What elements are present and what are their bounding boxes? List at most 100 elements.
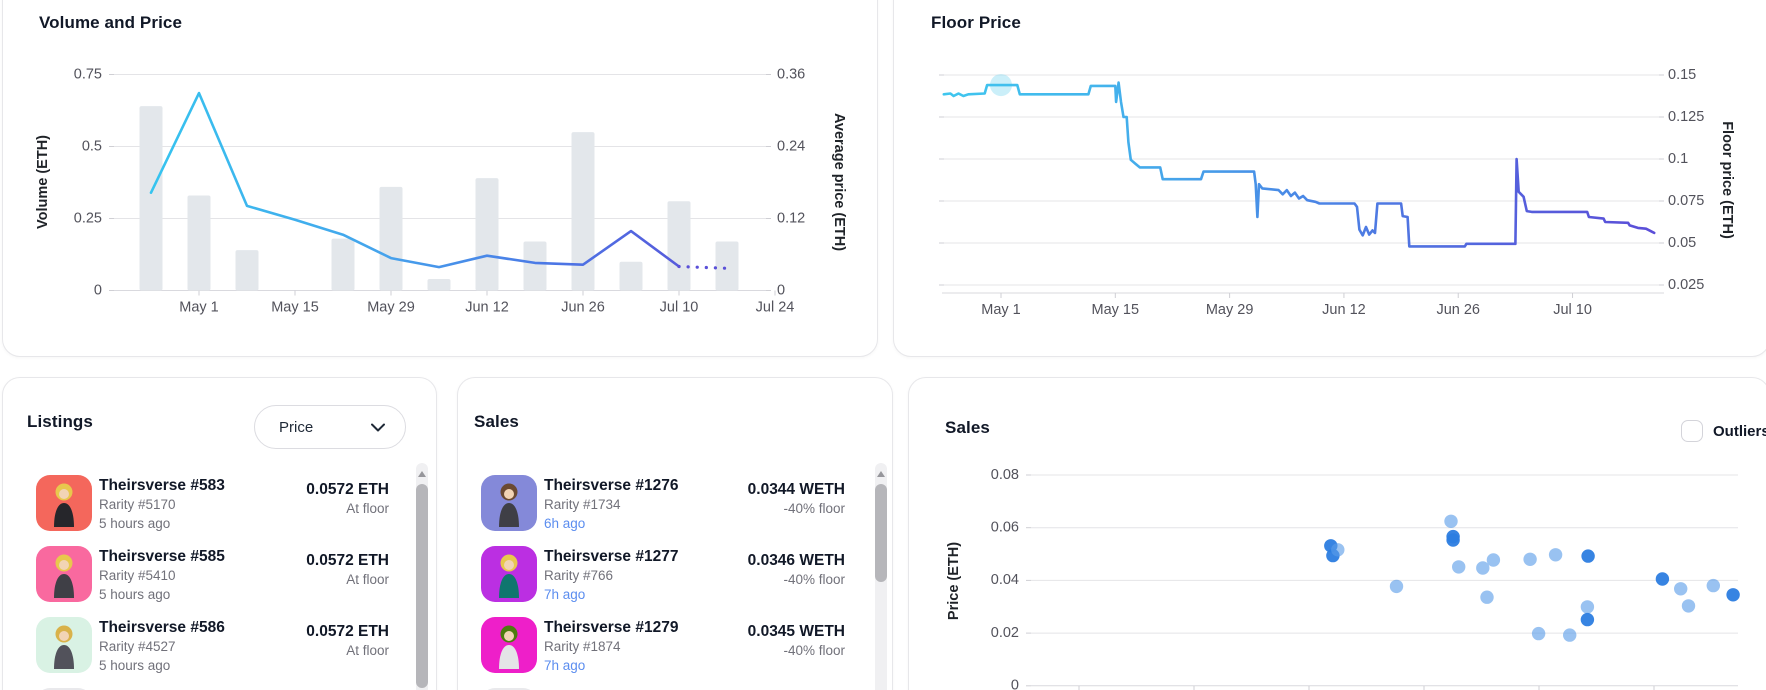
svg-text:May 1: May 1 <box>179 300 219 316</box>
nft-time: 5 hours ago <box>99 658 171 673</box>
svg-text:Price (ETH): Price (ETH) <box>946 542 962 620</box>
scroll-up-arrow-icon[interactable] <box>418 471 426 477</box>
svg-text:0.1: 0.1 <box>1668 151 1688 167</box>
listings-sort-dropdown[interactable]: Price <box>254 405 406 449</box>
nft-thumbnail[interactable] <box>481 475 537 531</box>
sales-list-title: Sales <box>474 412 519 431</box>
nft-rarity: Rarity #766 <box>544 568 614 583</box>
svg-text:May 29: May 29 <box>367 300 415 316</box>
svg-text:May 1: May 1 <box>981 302 1021 318</box>
scroll-up-arrow-icon[interactable] <box>877 471 885 477</box>
nft-time[interactable]: 6h ago <box>544 516 586 531</box>
sales-scatter-title: Sales <box>945 418 990 437</box>
floor-price-card: Floor Price 0.15 0.125 0.1 0.075 0.05 0.025 Ma… <box>893 0 1766 357</box>
sales-scatter-card: Sales Outliers 0.08 0.06 0.04 0.02 0 Price (E… <box>908 377 1766 690</box>
nft-price-note: At floor <box>346 643 389 658</box>
svg-text:0.025: 0.025 <box>1668 277 1704 293</box>
listings-title: Listings <box>27 412 93 431</box>
nft-time: 5 hours ago <box>99 516 171 531</box>
svg-text:0.15: 0.15 <box>1668 67 1696 83</box>
nft-price: 0.0572 ETH <box>306 623 389 640</box>
svg-text:Jun 12: Jun 12 <box>1322 302 1366 318</box>
list-item[interactable]: Theirsverse #1279 Rarity #1874 7h ago 0.034… <box>458 617 892 673</box>
nft-rarity: Rarity #4527 <box>99 639 176 654</box>
svg-text:May 15: May 15 <box>1092 302 1140 318</box>
svg-text:0.05: 0.05 <box>1668 235 1696 251</box>
svg-text:0.36: 0.36 <box>777 66 805 82</box>
nft-price: 0.0572 ETH <box>306 552 389 569</box>
nft-price-note: -40% floor <box>783 501 845 516</box>
list-item[interactable]: Theirsverse #1277 Rarity #766 7h ago 0.0346… <box>458 546 892 602</box>
nft-time: 5 hours ago <box>99 587 171 602</box>
nft-name[interactable]: Theirsverse #583 <box>99 477 225 494</box>
nft-price-note: At floor <box>346 572 389 587</box>
nft-rarity: Rarity #1734 <box>544 497 621 512</box>
svg-text:0: 0 <box>1011 678 1019 690</box>
volume-price-card: Volume and Price 0.75 0.36 0.5 0.24 0.25 0.12… <box>2 0 878 357</box>
sales-scrollbar[interactable] <box>875 463 887 690</box>
svg-text:0.12: 0.12 <box>777 210 805 226</box>
svg-text:0.08: 0.08 <box>991 467 1019 483</box>
listings-scrollbar-thumb[interactable] <box>416 484 428 688</box>
svg-text:Floor price (ETH): Floor price (ETH) <box>1719 121 1735 239</box>
nft-thumbnail-partial <box>36 688 92 690</box>
nft-thumbnail[interactable] <box>481 546 537 602</box>
svg-text:May 15: May 15 <box>271 300 319 316</box>
nft-name[interactable]: Theirsverse #1276 <box>544 477 679 494</box>
nft-price-note: At floor <box>346 501 389 516</box>
svg-text:0.75: 0.75 <box>74 66 102 82</box>
svg-text:Jun 26: Jun 26 <box>561 300 605 316</box>
chevron-down-icon <box>371 423 385 431</box>
outliers-checkbox[interactable] <box>1681 420 1703 442</box>
nft-thumbnail[interactable] <box>36 617 92 673</box>
sales-scrollbar-thumb[interactable] <box>875 484 887 582</box>
svg-text:0.06: 0.06 <box>991 520 1019 536</box>
floor-price-chart[interactable]: 0.15 0.125 0.1 0.075 0.05 0.025 May 1 May 15 May… <box>894 0 1766 358</box>
svg-text:0.25: 0.25 <box>74 210 102 226</box>
svg-text:0.5: 0.5 <box>82 138 102 154</box>
svg-text:0.02: 0.02 <box>991 625 1019 641</box>
nft-price: 0.0345 WETH <box>747 623 845 640</box>
nft-name[interactable]: Theirsverse #585 <box>99 548 225 565</box>
list-item[interactable]: Theirsverse #585 Rarity #5410 5 hours ago 0… <box>3 546 436 602</box>
nft-thumbnail[interactable] <box>36 475 92 531</box>
nft-name[interactable]: Theirsverse #586 <box>99 619 225 636</box>
svg-text:Jun 12: Jun 12 <box>465 300 509 316</box>
svg-text:0.24: 0.24 <box>777 138 805 154</box>
svg-text:Jul 10: Jul 10 <box>660 300 699 316</box>
nft-price-note: -40% floor <box>783 572 845 587</box>
svg-text:Jul 24: Jul 24 <box>756 300 795 316</box>
list-item[interactable]: Theirsverse #586 Rarity #4527 5 hours ago 0… <box>3 617 436 673</box>
listings-scrollbar[interactable] <box>416 463 428 690</box>
listings-card: Listings Price Theirsverse #583 Rarity #5… <box>2 377 437 690</box>
svg-text:Jun 26: Jun 26 <box>1436 302 1480 318</box>
list-item[interactable]: Theirsverse #583 Rarity #5170 5 hours ago 0… <box>3 475 436 531</box>
nft-rarity: Rarity #5170 <box>99 497 176 512</box>
svg-text:Volume (ETH): Volume (ETH) <box>35 135 51 229</box>
svg-text:0.075: 0.075 <box>1668 193 1704 209</box>
list-item[interactable]: Theirsverse #1276 Rarity #1734 6h ago 0.034… <box>458 475 892 531</box>
svg-text:0: 0 <box>777 282 785 298</box>
outliers-label: Outliers <box>1713 423 1766 440</box>
svg-text:May 29: May 29 <box>1206 302 1254 318</box>
nft-time[interactable]: 7h ago <box>544 658 586 673</box>
nft-thumbnail-partial <box>481 688 537 690</box>
volume-price-chart[interactable]: 0.75 0.36 0.5 0.24 0.25 0.12 0 0 May 1 May 15 May … <box>3 0 879 358</box>
nft-name[interactable]: Theirsverse #1277 <box>544 548 679 565</box>
svg-text:0.125: 0.125 <box>1668 109 1704 125</box>
nft-thumbnail[interactable] <box>36 546 92 602</box>
nft-thumbnail[interactable] <box>481 617 537 673</box>
svg-text:0: 0 <box>94 282 102 298</box>
sales-list-card: Sales Theirsverse #1276 Rarity #1734 6h ag… <box>457 377 893 690</box>
sales-scatter-chart[interactable]: 0.08 0.06 0.04 0.02 0 Price (ETH) <box>909 378 1766 690</box>
svg-text:Jul 10: Jul 10 <box>1553 302 1592 318</box>
nft-rarity: Rarity #1874 <box>544 639 621 654</box>
nft-name[interactable]: Theirsverse #1279 <box>544 619 679 636</box>
nft-price: 0.0344 WETH <box>747 481 845 498</box>
nft-time[interactable]: 7h ago <box>544 587 586 602</box>
volume-price-title: Volume and Price <box>39 13 182 32</box>
nft-price: 0.0346 WETH <box>747 552 845 569</box>
nft-rarity: Rarity #5410 <box>99 568 176 583</box>
listings-sort-value: Price <box>279 418 314 436</box>
